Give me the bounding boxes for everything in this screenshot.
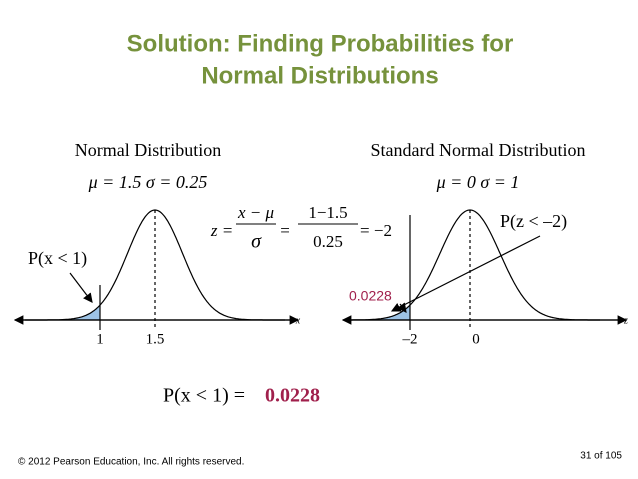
right-parameters: μ = 0 σ = 1 — [436, 172, 520, 192]
formula: z = x − μ σ = 1−1.5 0.25 = −2 — [210, 203, 392, 253]
arrow — [390, 235, 541, 312]
tick-label: 1.5 — [146, 331, 165, 347]
left-heading: Normal Distribution — [75, 140, 222, 160]
axis-label: z — [623, 315, 628, 326]
formula-text: x − μ — [237, 203, 274, 222]
formula-text: z = — [210, 221, 233, 240]
title: Solution: Finding Probabilities for — [127, 30, 514, 57]
curve — [345, 209, 600, 321]
formula-text: 1−1.5 — [308, 203, 347, 222]
formula-text: σ — [251, 231, 262, 253]
title: Normal Distributions — [201, 62, 438, 89]
arrow — [397, 302, 407, 313]
formula-text: = — [280, 221, 290, 240]
result-expression: P(x < 1) = — [163, 385, 245, 407]
area-value: 0.0228 — [349, 288, 392, 304]
footer-page: 31 of 105 — [580, 451, 622, 462]
arrow — [69, 272, 93, 303]
shaded-area — [25, 305, 100, 320]
result-value: 0.0228 — [265, 385, 320, 407]
formula-text: 0.25 — [313, 232, 343, 251]
area-label: P(x < 1) — [28, 248, 87, 269]
tick-label: 1 — [96, 331, 104, 347]
formula-text: = −2 — [360, 221, 392, 240]
footer-copyright: © 2012 Pearson Education, Inc. All right… — [18, 457, 244, 468]
tick-label: –2 — [402, 331, 418, 347]
right-heading: Standard Normal Distribution — [371, 140, 586, 160]
left-parameters: μ = 1.5 σ = 0.25 — [88, 172, 208, 192]
tick-label: 0 — [472, 331, 480, 347]
axis-label: x — [295, 315, 301, 326]
area-label: P(z < –2) — [500, 211, 567, 232]
